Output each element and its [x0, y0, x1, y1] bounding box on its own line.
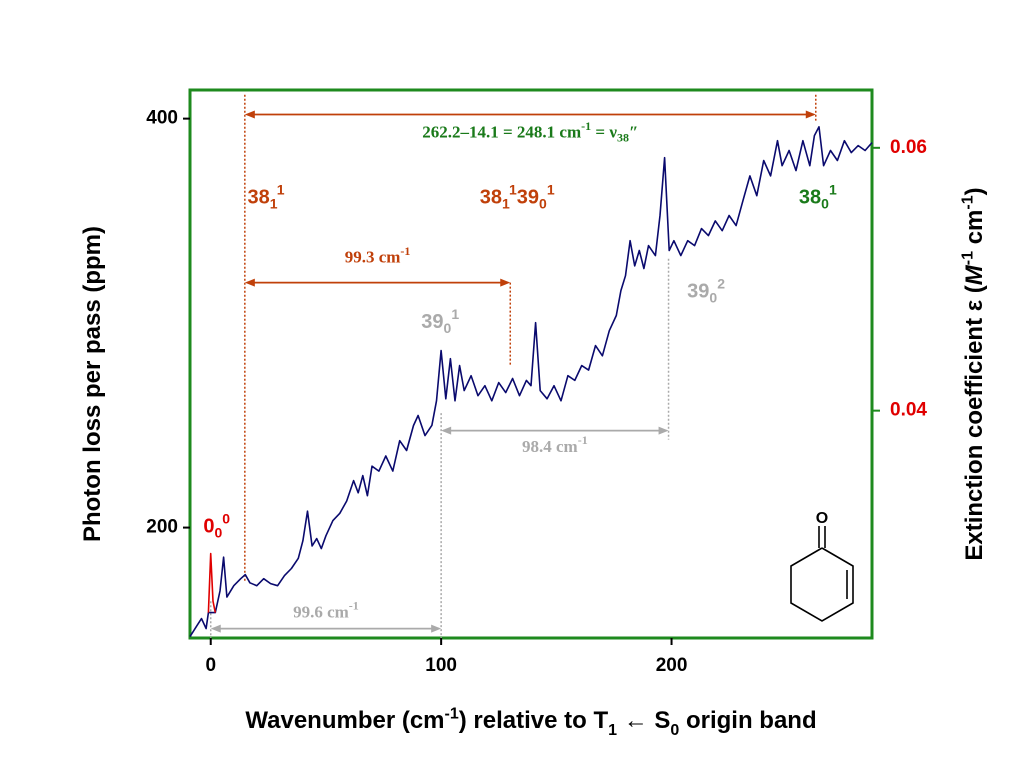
text-part: ″	[629, 122, 638, 141]
arrow-head	[500, 278, 511, 287]
text-part: 0	[203, 516, 214, 538]
text-part: cm	[961, 210, 988, 251]
y2-tick-label: 0.06	[890, 137, 927, 158]
text-part: -1	[959, 195, 976, 209]
x-axis-label: Wavenumber (cm-1) relative to T1 ← S0 or…	[245, 705, 816, 739]
text-part: 38	[799, 187, 821, 209]
text-part: ) relative to T	[459, 707, 609, 734]
text-part: 1	[277, 181, 285, 197]
arrow-head	[244, 110, 255, 119]
text-part: 1	[547, 181, 555, 197]
text-part: = ν	[591, 122, 617, 141]
y2-axis-label: Extinction coefficient ε (M-1 cm-1)	[959, 187, 988, 560]
text-part: -1	[578, 433, 588, 447]
x-tick-label: 0	[205, 655, 216, 676]
plot-frame	[188, 88, 874, 640]
text-part: Photon loss per pass (ppm)	[79, 226, 106, 542]
peak-label: 3801	[799, 181, 837, 211]
text-part: 1	[829, 181, 837, 197]
y-tick-label: 400	[146, 108, 178, 129]
text-part: )	[961, 187, 988, 195]
text-part: Extinction coefficient ε (	[961, 285, 988, 560]
text-part: 0	[539, 195, 547, 211]
arrow-head	[244, 278, 255, 287]
text-part: 2	[717, 275, 725, 291]
x-tick-label: 200	[656, 655, 688, 676]
ring	[790, 547, 854, 622]
molecule-icon	[790, 526, 854, 622]
text-part: -1	[581, 119, 591, 133]
y-tick-label: 200	[146, 517, 178, 538]
text-part: 0	[444, 320, 452, 336]
text-part: 38	[617, 130, 629, 144]
text-part: 262.2–14.1 = 248.1 cm	[422, 122, 581, 141]
y-axis-label: Photon loss per pass (ppm)	[79, 226, 106, 542]
arrow-head	[431, 624, 442, 633]
text-part: 39	[517, 187, 539, 209]
spectrum-line	[207, 552, 217, 613]
text-part: -1	[400, 244, 410, 258]
peak-label: 000	[203, 510, 230, 540]
text-part: 98.4 cm	[522, 437, 578, 456]
arrow-label: 99.3 cm-1	[345, 244, 411, 267]
peak-label: 3902	[687, 275, 725, 305]
text-part: 39	[687, 281, 709, 303]
text-part: 39	[421, 311, 443, 333]
text-part: 0	[821, 195, 829, 211]
spectrum-line	[189, 126, 873, 638]
text-part: -1	[349, 598, 359, 612]
x-tick-label: 100	[425, 655, 457, 676]
text-part: origin band	[679, 707, 816, 734]
text-part: 38	[248, 187, 270, 209]
text-part: 1	[451, 306, 459, 322]
text-part: 0	[222, 510, 230, 526]
text-part: -1	[959, 251, 976, 265]
text-part: 0	[670, 722, 679, 739]
text-part: 38	[480, 187, 502, 209]
text-part: M	[961, 264, 988, 285]
arrow-head	[210, 624, 221, 633]
arrow-label: 98.4 cm-1	[522, 433, 588, 456]
text-part: Wavenumber (cm	[245, 707, 444, 734]
text-part: 99.6 cm	[293, 602, 349, 621]
text-part: 1	[270, 195, 278, 211]
text-part: 0	[709, 289, 717, 305]
arrow-label: 99.6 cm-1	[293, 598, 359, 621]
y2-tick-label: 0.04	[890, 400, 927, 421]
peak-label: 38113901	[480, 181, 555, 211]
arrow-label: 262.2–14.1 = 248.1 cm-1 = ν38″	[422, 119, 638, 145]
text-part: 0	[214, 524, 222, 540]
arrow-head	[441, 426, 452, 435]
text-part: 1	[509, 181, 517, 197]
peak-label: 3901	[421, 306, 459, 336]
text-part: 1	[608, 722, 617, 739]
peak-label: 3811	[248, 181, 285, 211]
text-part: 1	[502, 195, 510, 211]
text-part: ← S	[617, 707, 670, 734]
text-part: -1	[445, 705, 459, 722]
atom-label: O	[816, 510, 828, 527]
arrow-head	[658, 426, 669, 435]
arrow-head	[805, 110, 816, 119]
text-part: 99.3 cm	[345, 248, 401, 267]
